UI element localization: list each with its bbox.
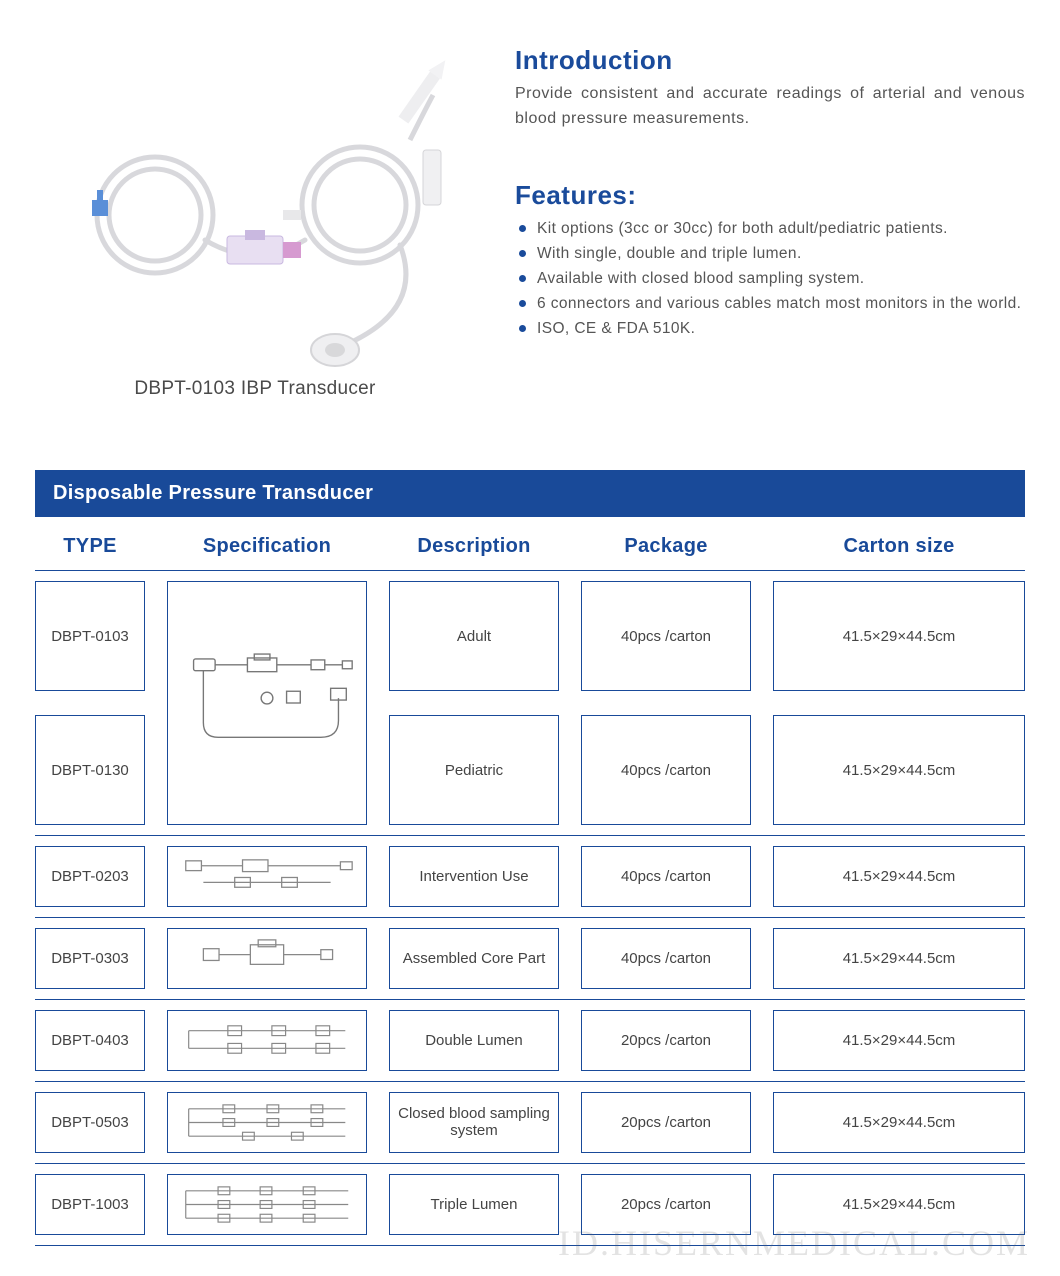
cell-desc: Adult [389, 581, 559, 691]
cell-type: DBPT-0303 [35, 928, 145, 989]
table-header-row: TYPE Specification Description Package C… [35, 517, 1025, 571]
cell-spec [167, 1010, 367, 1071]
cell-carton: 41.5×29×44.5cm [773, 1092, 1025, 1153]
product-column: DBPT-0103 IBP Transducer [35, 40, 475, 400]
cell-spec [167, 846, 367, 907]
feature-item: ISO, CE & FDA 510K. [519, 317, 1025, 341]
cell-pack: 40pcs /carton [581, 581, 751, 691]
table-row: DBPT-0203 Intervention Use 40pcs /carton… [35, 836, 1025, 918]
table-row: DBPT-0403 Double Lumen 20pcs /carton 41.… [35, 1000, 1025, 1082]
cell-spec [167, 581, 367, 825]
cell-desc: Triple Lumen [389, 1174, 559, 1235]
table-body: DBPT-0103 DBPT-0130 [35, 571, 1025, 1246]
features-list: Kit options (3cc or 30cc) for both adult… [515, 217, 1025, 341]
feature-item: 6 connectors and various cables match mo… [519, 292, 1025, 316]
table-row-merged: DBPT-0103 DBPT-0130 [35, 571, 1025, 836]
cell-type: DBPT-0103 [35, 581, 145, 691]
cell-spec [167, 1174, 367, 1235]
top-section: DBPT-0103 IBP Transducer Introduction Pr… [35, 40, 1025, 400]
header-carton: Carton size [773, 535, 1025, 558]
cell-pack: 40pcs /carton [581, 846, 751, 907]
header-desc: Description [389, 535, 559, 558]
table-row: DBPT-0503 Closed blood sampling system 2… [35, 1082, 1025, 1164]
cell-carton: 41.5×29×44.5cm [773, 581, 1025, 691]
cell-type: DBPT-0403 [35, 1010, 145, 1071]
cell-type: DBPT-0203 [35, 846, 145, 907]
cell-carton: 41.5×29×44.5cm [773, 928, 1025, 989]
cell-type: DBPT-0130 [35, 715, 145, 825]
feature-item: Available with closed blood sampling sys… [519, 267, 1025, 291]
cell-type: DBPT-1003 [35, 1174, 145, 1235]
spec-table: Disposable Pressure Transducer TYPE Spec… [35, 470, 1025, 1246]
cell-pack: 20pcs /carton [581, 1174, 751, 1235]
introduction-heading: Introduction [515, 45, 1025, 76]
header-type: TYPE [35, 535, 145, 558]
header-spec: Specification [167, 535, 367, 558]
header-pack: Package [581, 535, 751, 558]
cell-spec [167, 1092, 367, 1153]
cell-pack: 40pcs /carton [581, 715, 751, 825]
product-caption: DBPT-0103 IBP Transducer [134, 378, 375, 400]
cell-carton: 41.5×29×44.5cm [773, 1010, 1025, 1071]
cell-carton: 41.5×29×44.5cm [773, 715, 1025, 825]
product-image [45, 40, 465, 370]
cell-pack: 20pcs /carton [581, 1010, 751, 1071]
table-title: Disposable Pressure Transducer [35, 470, 1025, 517]
cell-type: DBPT-0503 [35, 1092, 145, 1153]
cell-desc: Assembled Core Part [389, 928, 559, 989]
cell-desc: Closed blood sampling system [389, 1092, 559, 1153]
cell-carton: 41.5×29×44.5cm [773, 1174, 1025, 1235]
feature-item: With single, double and triple lumen. [519, 242, 1025, 266]
cell-carton: 41.5×29×44.5cm [773, 846, 1025, 907]
features-heading: Features: [515, 180, 1025, 211]
cell-desc: Intervention Use [389, 846, 559, 907]
feature-item: Kit options (3cc or 30cc) for both adult… [519, 217, 1025, 241]
cell-spec [167, 928, 367, 989]
table-row: DBPT-0303 Assembled Core Part 40pcs /car… [35, 918, 1025, 1000]
cell-pack: 20pcs /carton [581, 1092, 751, 1153]
cell-desc: Pediatric [389, 715, 559, 825]
cell-desc: Double Lumen [389, 1010, 559, 1071]
table-row: DBPT-1003 Triple Lumen 20pcs /carton 41.… [35, 1164, 1025, 1246]
info-column: Introduction Provide consistent and accu… [515, 40, 1025, 400]
introduction-text: Provide consistent and accurate readings… [515, 82, 1025, 132]
cell-pack: 40pcs /carton [581, 928, 751, 989]
